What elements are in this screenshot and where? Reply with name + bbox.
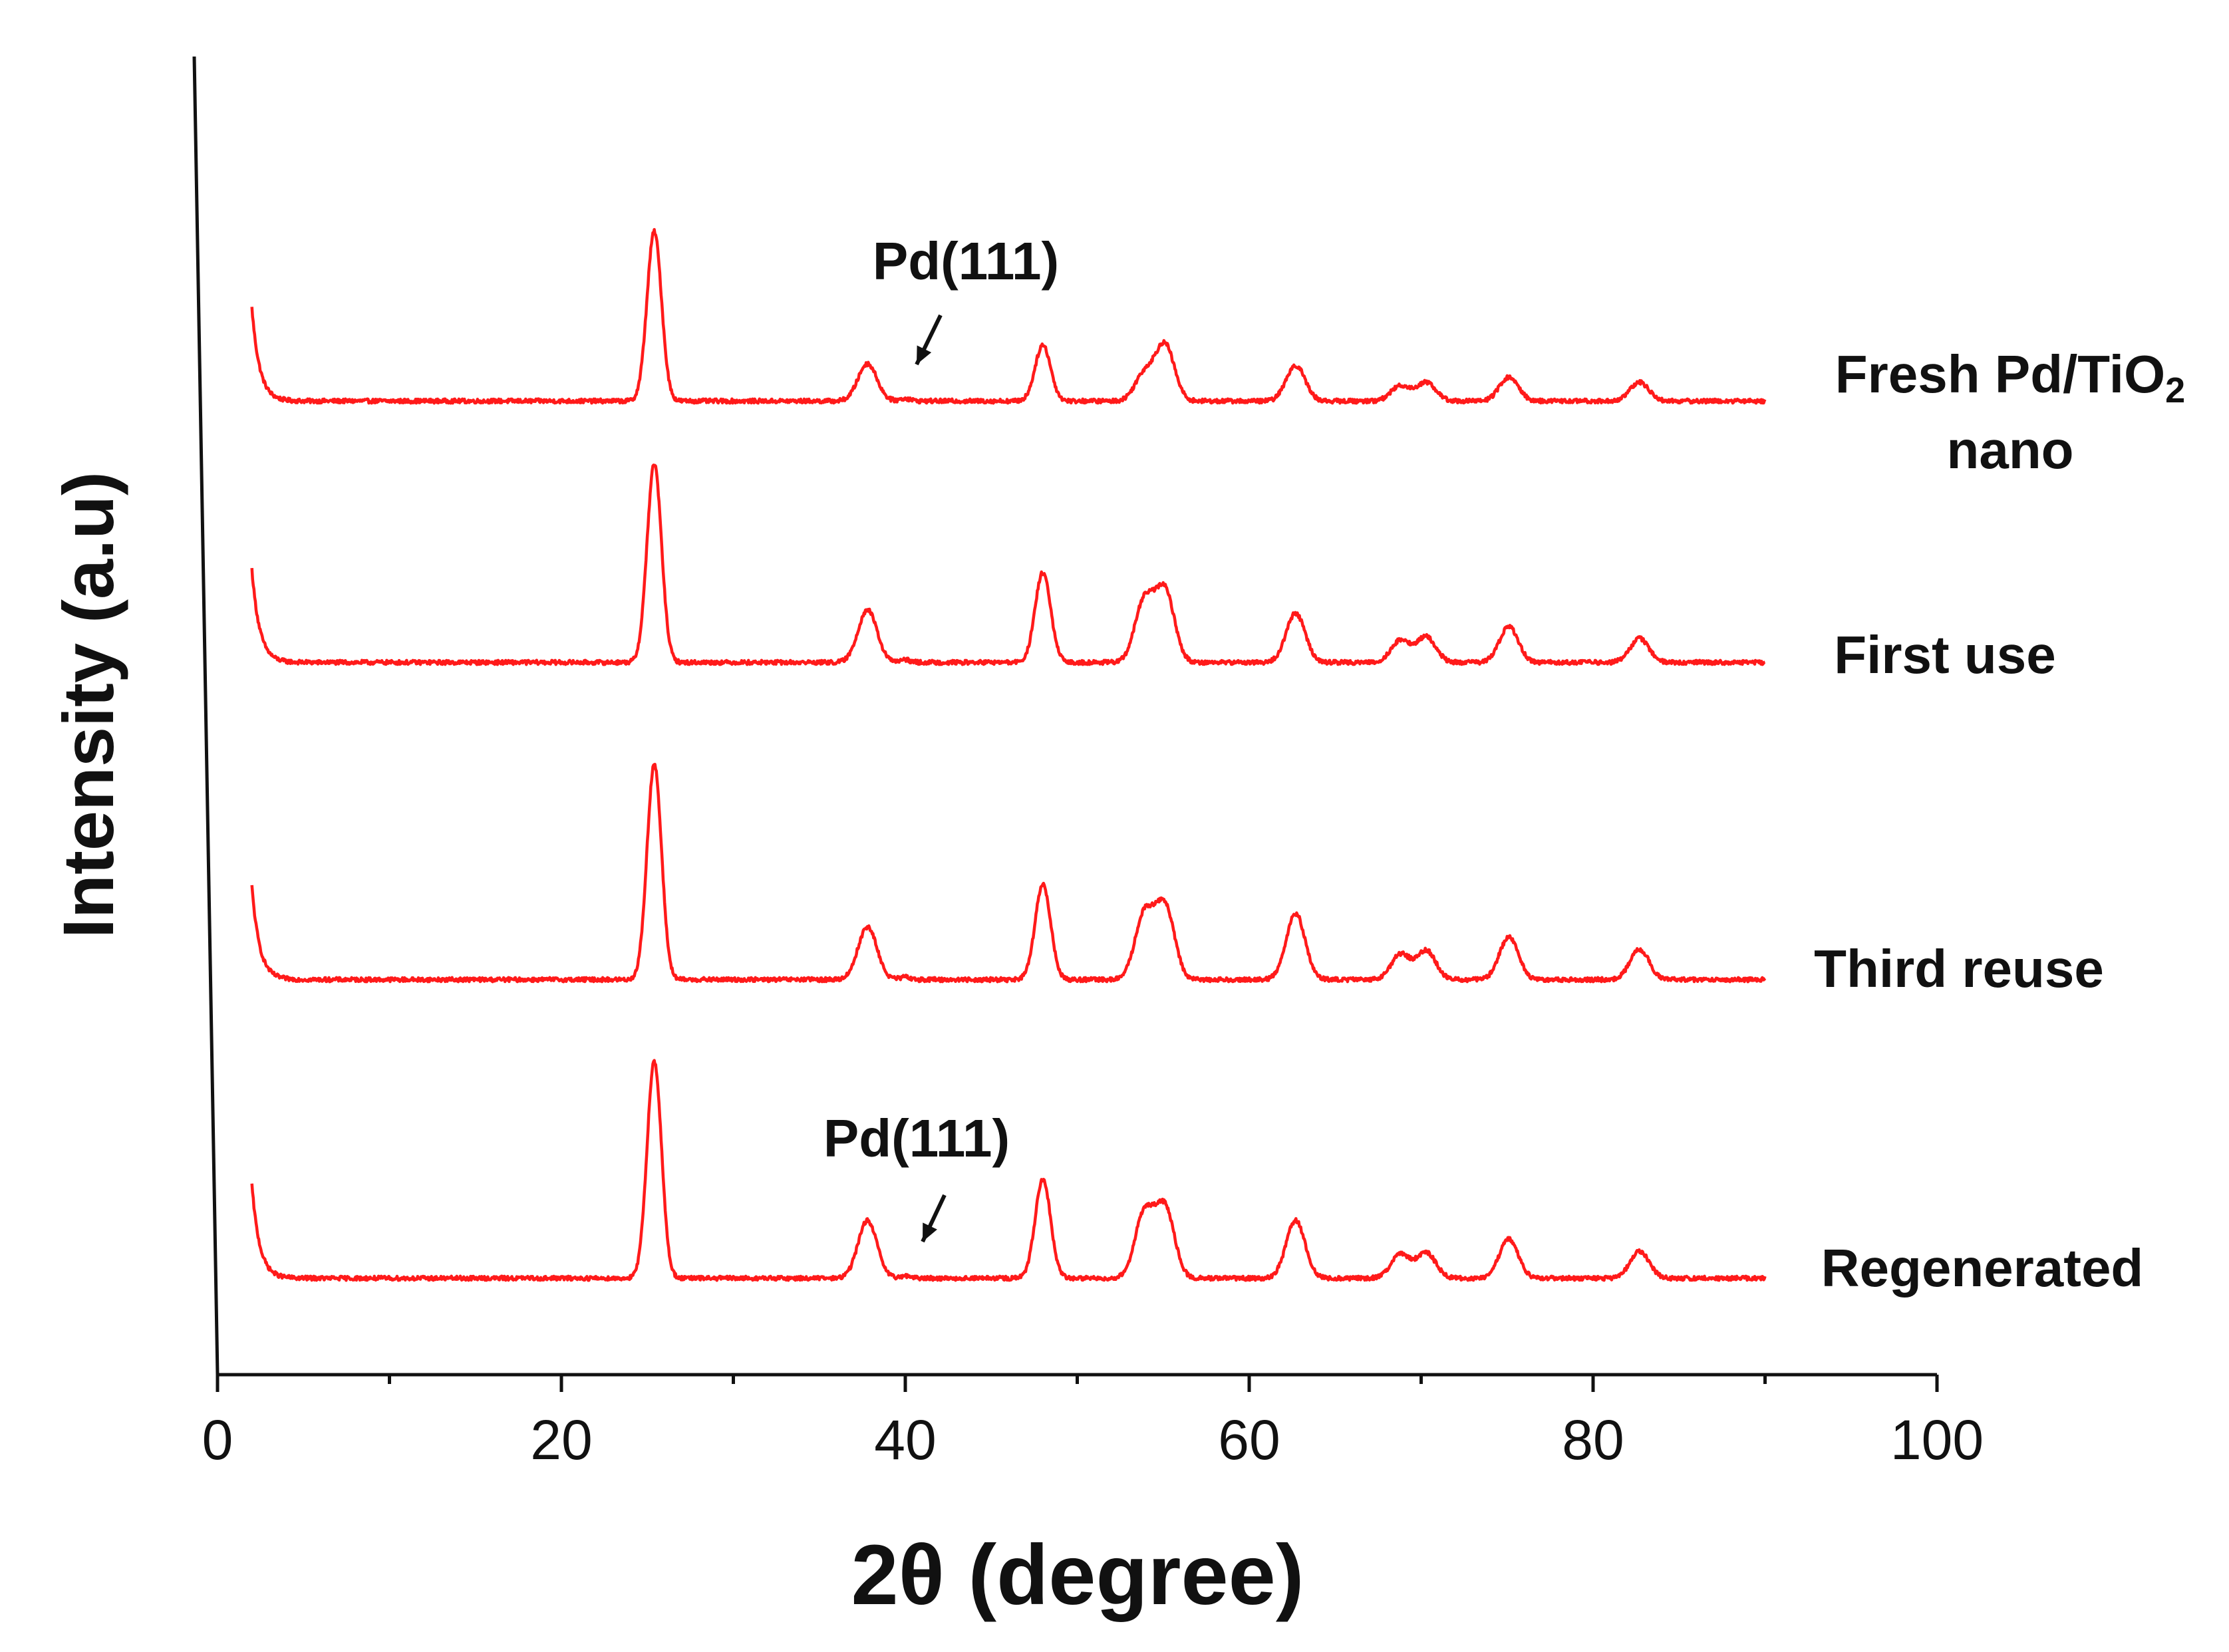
x-tick-label: 0	[202, 1409, 233, 1471]
x-tick-label: 20	[530, 1409, 592, 1471]
series-label-main: Third reuse	[1814, 939, 2104, 998]
xrd-traces	[250, 227, 1767, 1282]
x-axis-tick-labels: 0 20 40 60 80 100	[202, 1409, 1984, 1471]
pd111-arrow-head	[923, 1222, 937, 1242]
x-axis-title: 2θ (degree)	[851, 1528, 1304, 1623]
pd111-annotation-label: Pd(111)	[873, 231, 1059, 291]
series-label-main: Regenerated	[1821, 1238, 2144, 1298]
x-tick-label: 40	[874, 1409, 936, 1471]
series-label-subscript: 2	[2165, 370, 2185, 410]
y-axis-line	[192, 56, 220, 1375]
trace-third-reuse	[250, 762, 1767, 984]
pd111-annotation-label: Pd(111)	[823, 1109, 1010, 1168]
series-label-main: Fresh Pd/TiO	[1835, 344, 2165, 404]
x-tick-label: 100	[1890, 1409, 1984, 1471]
series-label: Regenerated	[1821, 1238, 2144, 1298]
trace-fresh-pd-tio2-nano	[250, 227, 1767, 405]
x-axis-ticks	[216, 1375, 1939, 1392]
trace-first-use	[250, 464, 1766, 666]
trace-regenerated	[250, 1059, 1767, 1282]
pd111-arrow-head	[917, 345, 932, 364]
series-label: First use	[1834, 625, 2055, 684]
x-tick-label: 80	[1562, 1409, 1624, 1471]
series-labels: Fresh Pd/TiO2 nano First use Third reuse Reg…	[1814, 344, 2185, 1298]
series-label: Third reuse	[1814, 939, 2104, 998]
y-axis-title: Intensity (a.u)	[48, 472, 128, 938]
series-label-main: First use	[1834, 625, 2055, 684]
x-tick-label: 60	[1218, 1409, 1280, 1471]
series-label-line2: nano	[1946, 420, 2073, 480]
series-label: Fresh Pd/TiO2	[1835, 344, 2185, 410]
pd-annotations: Pd(111) Pd(111)	[823, 231, 1059, 1243]
